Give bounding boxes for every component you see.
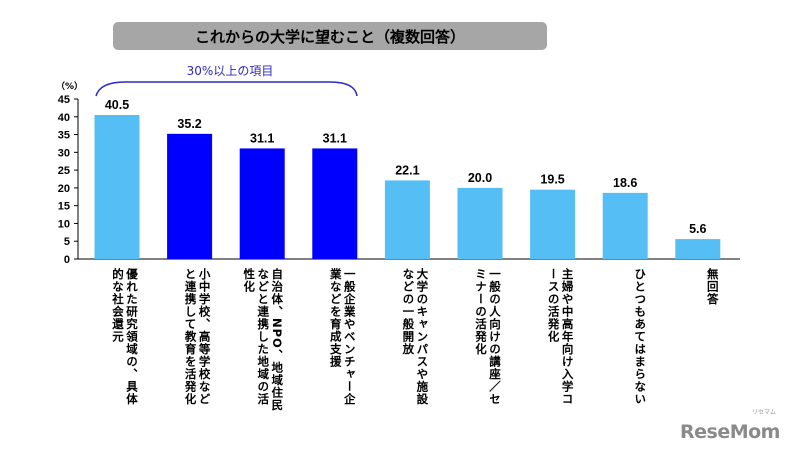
y-axis-unit: （%） bbox=[56, 81, 83, 92]
category-label: ひとつもあてはまらない bbox=[633, 268, 648, 406]
data-label: 19.5 bbox=[540, 173, 564, 187]
data-label: 35.2 bbox=[177, 117, 201, 131]
data-label: 40.5 bbox=[105, 98, 129, 112]
data-label: 5.6 bbox=[689, 222, 706, 236]
y-tick-label: 0 bbox=[64, 254, 70, 266]
bar bbox=[457, 187, 503, 259]
category-label: 優れた研究領域の、具体的な社会還元 bbox=[111, 268, 139, 406]
category-label: 小中学校、高等学校などと連携して教育を活発化 bbox=[183, 268, 212, 406]
y-tick-label: 35 bbox=[58, 130, 70, 142]
bar bbox=[167, 133, 213, 259]
data-label: 31.1 bbox=[323, 131, 347, 145]
y-tick-label: 20 bbox=[58, 183, 70, 195]
bar bbox=[602, 192, 648, 259]
y-tick-label: 5 bbox=[64, 236, 70, 248]
annotation-bracket bbox=[95, 81, 358, 97]
chart-title: これからの大学に望むこと（複数回答） bbox=[113, 22, 547, 50]
category-label: 一般の人向けの講座／セミナーの活発化 bbox=[474, 268, 502, 406]
bar bbox=[94, 115, 140, 259]
bar bbox=[312, 148, 358, 259]
y-tick-label: 40 bbox=[58, 112, 70, 124]
category-label: 無回答 bbox=[705, 268, 720, 306]
category-label: 自治体、NPO、地域住民などと連携した地域の活性化 bbox=[242, 268, 285, 412]
data-label: 22.1 bbox=[395, 163, 419, 177]
annotation-label: 30%以上の項目 bbox=[186, 64, 274, 78]
bar bbox=[239, 148, 285, 259]
y-tick-label: 30 bbox=[58, 147, 70, 159]
data-label: 18.6 bbox=[613, 176, 637, 190]
category-label: 大学のキャンパスや施設などの一般開放 bbox=[401, 268, 430, 406]
bar bbox=[675, 239, 721, 259]
y-tick-label: 15 bbox=[58, 201, 70, 213]
category-label: 主婦や中高年向け入学コースの活発化 bbox=[546, 268, 575, 406]
resemom-logo: ReseMom bbox=[680, 421, 780, 443]
resemom-logo-kana: リセマム bbox=[752, 409, 777, 416]
category-label: 一般企業やベンチャー企業などを育成支援 bbox=[328, 268, 357, 406]
y-tick-label: 45 bbox=[58, 94, 70, 106]
data-label: 20.0 bbox=[468, 171, 492, 185]
bar bbox=[530, 189, 576, 259]
y-tick-label: 10 bbox=[58, 218, 70, 230]
data-label: 31.1 bbox=[250, 131, 274, 145]
y-tick-label: 25 bbox=[58, 165, 70, 177]
bar bbox=[384, 180, 430, 259]
